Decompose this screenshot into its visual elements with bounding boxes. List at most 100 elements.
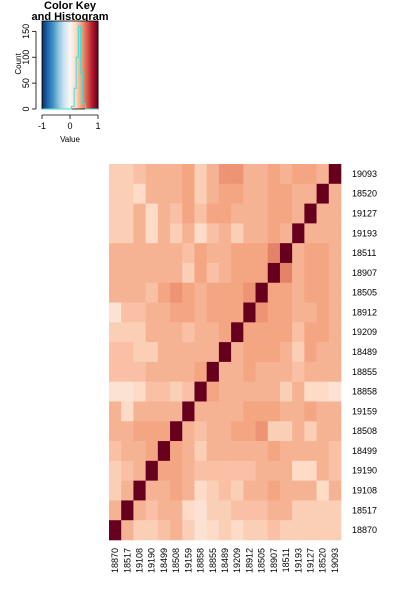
heatmap-cell — [133, 361, 146, 382]
heatmap-cell — [133, 282, 146, 303]
heatmap-cell — [206, 401, 220, 422]
heatmap-cell — [194, 381, 207, 402]
key-gradient-step — [61, 21, 63, 109]
key-gradient-step — [90, 21, 92, 109]
heatmap-cell — [182, 282, 195, 303]
heatmap-cell — [170, 342, 183, 363]
heatmap-cell — [133, 183, 146, 204]
heatmap-cell — [121, 282, 134, 303]
key-gradient-step — [67, 21, 69, 109]
heatmap-cell — [267, 302, 281, 323]
heatmap-cell — [109, 203, 122, 224]
heatmap-cell — [206, 361, 220, 382]
heatmap-cell — [231, 460, 244, 481]
key-gradient-step — [87, 21, 89, 109]
key-gradient-step — [43, 21, 45, 109]
heatmap-cell — [194, 460, 207, 481]
heatmap-cell — [304, 520, 317, 541]
row-label: 18870 — [352, 525, 377, 535]
heatmap-cell — [157, 302, 171, 323]
heatmap-cell — [218, 401, 232, 422]
heatmap-cell — [328, 401, 342, 422]
heatmap-cell — [279, 460, 293, 481]
heatmap-cell — [133, 243, 146, 264]
heatmap-cell — [157, 342, 171, 363]
heatmap-cell — [157, 480, 171, 501]
heatmap-cell — [231, 302, 244, 323]
heatmap-cell — [267, 460, 281, 481]
heatmap-cell — [243, 460, 256, 481]
heatmap-cell — [182, 480, 195, 501]
heatmap-cell — [243, 480, 256, 501]
heatmap-cell — [231, 520, 244, 541]
column-label: 19193 — [293, 548, 303, 573]
heatmap-cell — [206, 243, 220, 264]
heatmap-cell — [255, 164, 269, 185]
heatmap-cell — [231, 262, 244, 284]
heatmap-cell — [304, 441, 317, 462]
key-gradient-step — [95, 21, 97, 109]
heatmap-cell — [206, 520, 220, 541]
key-title-line2: and Histogram — [31, 11, 108, 23]
key-gradient-step — [55, 21, 57, 109]
heatmap-cell — [243, 401, 256, 422]
heatmap-cell — [218, 381, 232, 402]
heatmap-cell — [292, 421, 305, 442]
key-gradient-step — [66, 21, 68, 109]
heatmap-cell — [194, 183, 207, 204]
heatmap-cell — [182, 500, 195, 521]
key-gradient-step — [54, 21, 56, 109]
key-gradient-step — [63, 21, 65, 109]
key-y-axis: 0 50 100 150 — [21, 24, 37, 112]
heatmap-cell — [194, 361, 207, 382]
heatmap-cell — [218, 243, 232, 264]
column-label: 18508 — [171, 548, 181, 573]
heatmap-cell — [316, 262, 330, 284]
heatmap-cell — [182, 302, 195, 323]
key-x-axis: -1 0 1 — [38, 114, 101, 131]
key-gradient-step — [85, 21, 87, 109]
heatmap-cell — [206, 421, 220, 442]
heatmap-cell — [145, 322, 159, 343]
key-gradient-step — [83, 21, 85, 109]
heatmap-cell — [121, 262, 134, 284]
heatmap-cell — [267, 500, 281, 521]
heatmap-cell — [292, 401, 305, 422]
row-label: 18489 — [352, 347, 377, 357]
heatmap-cell — [121, 243, 134, 264]
heatmap-cell — [121, 322, 134, 343]
heatmap-cell — [231, 342, 244, 363]
heatmap-cell — [279, 381, 293, 402]
heatmap-cell — [206, 223, 220, 244]
heatmap-cell — [292, 262, 305, 284]
heatmap-cell — [145, 361, 159, 382]
heatmap-cell — [328, 243, 342, 264]
heatmap-cell — [304, 183, 317, 204]
row-label: 18508 — [352, 426, 377, 436]
heatmap-cell — [145, 500, 159, 521]
heatmap-cell — [206, 500, 220, 521]
heatmap-cell — [279, 322, 293, 343]
heatmap-cell — [255, 183, 269, 204]
heatmap-cell — [292, 322, 305, 343]
column-label: 19159 — [183, 548, 193, 573]
heatmap-cell — [170, 520, 183, 541]
heatmap-cell — [145, 441, 159, 462]
heatmap-cell — [292, 520, 305, 541]
heatmap-cell — [194, 302, 207, 323]
heatmap-cell — [267, 381, 281, 402]
heatmap-cell — [133, 223, 146, 244]
heatmap-cell — [292, 500, 305, 521]
heatmap-cell — [316, 243, 330, 264]
heatmap-cell — [292, 302, 305, 323]
heatmap-cell — [194, 441, 207, 462]
heatmap-cell — [145, 520, 159, 541]
row-label: 18855 — [352, 367, 377, 377]
key-gradient-step — [78, 21, 80, 109]
column-label: 18499 — [159, 548, 169, 573]
heatmap-cell — [255, 282, 269, 303]
heatmap-cell — [316, 223, 330, 244]
heatmap-cell — [133, 500, 146, 521]
key-y-label: Count — [14, 53, 23, 75]
heatmap-cell — [109, 164, 122, 185]
